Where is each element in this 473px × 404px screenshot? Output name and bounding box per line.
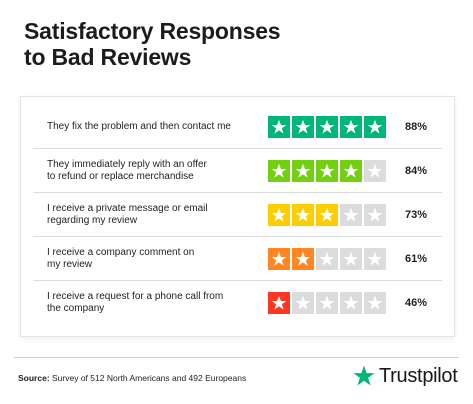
star-icon	[271, 163, 287, 178]
trustpilot-logo: Trustpilot	[352, 364, 458, 388]
star-icon	[319, 207, 335, 222]
row-divider	[33, 280, 442, 281]
empty-star	[316, 292, 338, 314]
star-icon	[367, 207, 383, 222]
row-divider	[33, 236, 442, 237]
star-icon	[343, 251, 359, 266]
filled-star	[316, 204, 338, 226]
filled-star	[268, 204, 290, 226]
filled-star	[292, 204, 314, 226]
filled-star	[292, 116, 314, 138]
response-label-line: I receive a request for a phone call fro…	[47, 291, 224, 302]
empty-star	[340, 292, 362, 314]
star-icon	[343, 295, 359, 310]
empty-star	[340, 204, 362, 226]
empty-star	[340, 248, 362, 270]
star-icon	[319, 251, 335, 266]
star-icon	[319, 119, 335, 134]
response-label-line: the company	[47, 303, 105, 314]
row-divider	[33, 192, 442, 193]
response-label: They fix the problem and then contact me	[47, 121, 277, 133]
response-label-line: They immediately reply with an offer	[47, 159, 207, 170]
empty-star	[364, 248, 386, 270]
rating-row: I receive a company comment on my review 6…	[21, 237, 454, 281]
rating-row: They fix the problem and then contact me…	[21, 105, 454, 149]
star-rating	[268, 160, 386, 182]
response-label-line: my review	[47, 259, 93, 270]
filled-star	[340, 116, 362, 138]
percent-value: 88%	[405, 121, 428, 133]
filled-star	[292, 248, 314, 270]
source-text: Survey of 512 North Americans and 492 Eu…	[49, 373, 247, 383]
rating-row: I receive a request for a phone call fro…	[21, 281, 454, 325]
filled-star	[340, 160, 362, 182]
response-label-line: I receive a private message or email	[47, 203, 208, 214]
response-label-line: They fix the problem and then contact me	[47, 121, 231, 132]
response-label-line: regarding my review	[47, 215, 138, 226]
response-label-line: I receive a company comment on	[47, 247, 195, 258]
footer-divider	[14, 357, 459, 358]
star-icon	[319, 295, 335, 310]
star-icon	[367, 295, 383, 310]
star-icon	[271, 119, 287, 134]
star-icon	[367, 119, 383, 134]
ratings-panel: They fix the problem and then contact me…	[20, 96, 455, 337]
star-icon	[367, 163, 383, 178]
empty-star	[364, 204, 386, 226]
row-divider	[33, 148, 442, 149]
filled-star	[316, 116, 338, 138]
star-icon	[295, 251, 311, 266]
empty-star	[316, 248, 338, 270]
percent-value: 73%	[405, 209, 428, 221]
filled-star	[268, 160, 290, 182]
star-icon	[343, 119, 359, 134]
percent-value: 46%	[405, 297, 428, 309]
star-rating	[268, 204, 386, 226]
response-label: I receive a private message or email rega…	[47, 203, 277, 227]
trustpilot-star-icon	[353, 365, 375, 386]
filled-star	[268, 248, 290, 270]
filled-star	[268, 116, 290, 138]
star-icon	[319, 163, 335, 178]
response-label-line: to refund or replace merchandise	[47, 171, 194, 182]
star-icon	[295, 207, 311, 222]
star-icon	[295, 119, 311, 134]
filled-star	[316, 160, 338, 182]
source-note: Source: Survey of 512 North Americans an…	[18, 373, 246, 383]
percent-value: 84%	[405, 165, 428, 177]
star-icon	[343, 163, 359, 178]
filled-star	[364, 116, 386, 138]
response-label: I receive a request for a phone call fro…	[47, 291, 277, 315]
response-label: They immediately reply with an offer to r…	[47, 159, 277, 183]
filled-star	[268, 292, 290, 314]
chart-title: Satisfactory Responses to Bad Reviews	[24, 18, 281, 70]
star-icon	[295, 163, 311, 178]
title-line-1: Satisfactory Responses	[24, 18, 281, 44]
star-icon	[271, 295, 287, 310]
rating-row: They immediately reply with an offer to r…	[21, 149, 454, 193]
star-icon	[295, 295, 311, 310]
star-rating	[268, 116, 386, 138]
star-icon	[367, 251, 383, 266]
percent-value: 61%	[405, 253, 428, 265]
empty-star	[364, 292, 386, 314]
star-icon	[271, 207, 287, 222]
star-rating	[268, 248, 386, 270]
empty-star	[364, 160, 386, 182]
response-label: I receive a company comment on my review	[47, 247, 277, 271]
rating-row: I receive a private message or email rega…	[21, 193, 454, 237]
star-icon	[343, 207, 359, 222]
star-rating	[268, 292, 386, 314]
title-line-2: to Bad Reviews	[24, 44, 192, 70]
source-label: Source:	[18, 373, 50, 383]
brand-name: Trustpilot	[379, 364, 458, 387]
filled-star	[292, 160, 314, 182]
star-icon	[271, 251, 287, 266]
empty-star	[292, 292, 314, 314]
